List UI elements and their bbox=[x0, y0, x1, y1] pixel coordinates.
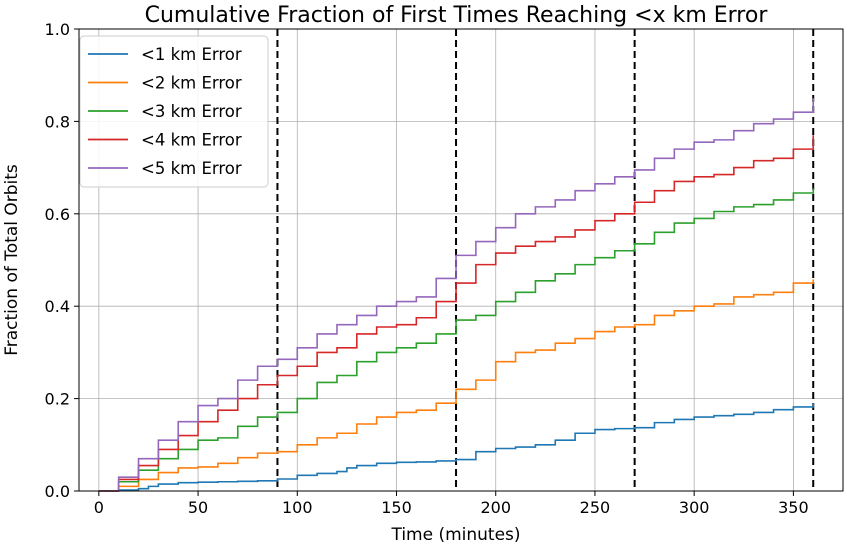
legend-box bbox=[79, 35, 269, 188]
y-tick-label: 0.8 bbox=[45, 112, 70, 131]
x-tick-label: 0 bbox=[94, 498, 104, 517]
series-lines bbox=[98, 98, 815, 492]
x-tick-label: 50 bbox=[188, 498, 208, 517]
plot-frame bbox=[78, 28, 844, 492]
y-tick-label: 0.4 bbox=[45, 297, 70, 316]
y-tick-label: 1.0 bbox=[45, 20, 70, 39]
x-axis-label: Time (minutes) bbox=[390, 525, 520, 544]
x-tick-label: 150 bbox=[381, 498, 412, 517]
y-tick-label: 0.6 bbox=[45, 205, 70, 224]
series-line-1 bbox=[98, 403, 815, 492]
x-tick-label: 250 bbox=[580, 498, 611, 517]
legend-label: <4 km Error bbox=[141, 131, 242, 150]
y-tick-label: 0.0 bbox=[45, 482, 70, 501]
series-line-2 bbox=[98, 279, 815, 492]
y-axis-label: Fraction of Total Orbits bbox=[2, 164, 22, 356]
series-line-5 bbox=[98, 98, 815, 492]
legend-label: <2 km Error bbox=[141, 74, 242, 93]
series-line-4 bbox=[98, 135, 815, 492]
x-tick-label: 200 bbox=[480, 498, 511, 517]
x-tick-label: 350 bbox=[778, 498, 809, 517]
legend-label: <5 km Error bbox=[141, 159, 242, 178]
legend-label: <1 km Error bbox=[141, 45, 242, 64]
series-line-3 bbox=[98, 188, 815, 492]
y-tick-label: 0.2 bbox=[45, 390, 70, 409]
chart-title: Cumulative Fraction of First Times Reach… bbox=[145, 3, 769, 28]
x-axis-ticks: 0 50 100 150 200 250 300 350 bbox=[94, 491, 809, 517]
x-tick-label: 300 bbox=[679, 498, 710, 517]
x-tick-label: 100 bbox=[282, 498, 313, 517]
y-axis-ticks: 0.0 0.2 0.4 0.6 0.8 1.0 bbox=[45, 20, 79, 501]
legend: <1 km Error <2 km Error <3 km Error <4 km E… bbox=[79, 35, 269, 188]
legend-label: <3 km Error bbox=[141, 102, 242, 121]
